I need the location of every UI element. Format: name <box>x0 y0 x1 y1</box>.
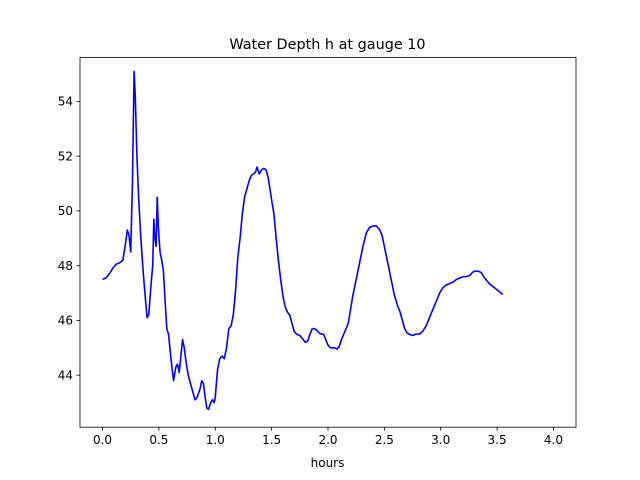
y-axis: 44 46 48 50 52 54 <box>58 95 80 382</box>
x-axis: 0.0 0.5 1.0 1.5 2.0 2.5 3.0 3.5 4.0 <box>93 427 563 447</box>
chart-title: Water Depth h at gauge 10 <box>229 37 425 53</box>
y-tick-label: 48 <box>58 259 73 273</box>
x-tick-label: 1.5 <box>262 433 281 447</box>
y-tick-label: 54 <box>58 95 73 109</box>
x-tick-label: 3.0 <box>431 433 450 447</box>
x-tick-label: 2.0 <box>318 433 337 447</box>
plot-area <box>102 70 504 411</box>
y-tick-label: 46 <box>58 314 73 328</box>
x-tick-label: 3.5 <box>488 433 507 447</box>
y-tick-label: 50 <box>58 204 73 218</box>
x-tick-label: 0.5 <box>149 433 168 447</box>
y-tick-label: 44 <box>58 368 73 382</box>
x-tick-label: 0.0 <box>93 433 112 447</box>
axes-frame <box>79 57 577 428</box>
x-axis-label: hours <box>311 456 345 470</box>
x-tick-label: 1.0 <box>206 433 225 447</box>
series-line <box>102 70 504 411</box>
y-tick-label: 52 <box>58 149 73 163</box>
x-tick-label: 4.0 <box>544 433 563 447</box>
x-tick-label: 2.5 <box>375 433 394 447</box>
